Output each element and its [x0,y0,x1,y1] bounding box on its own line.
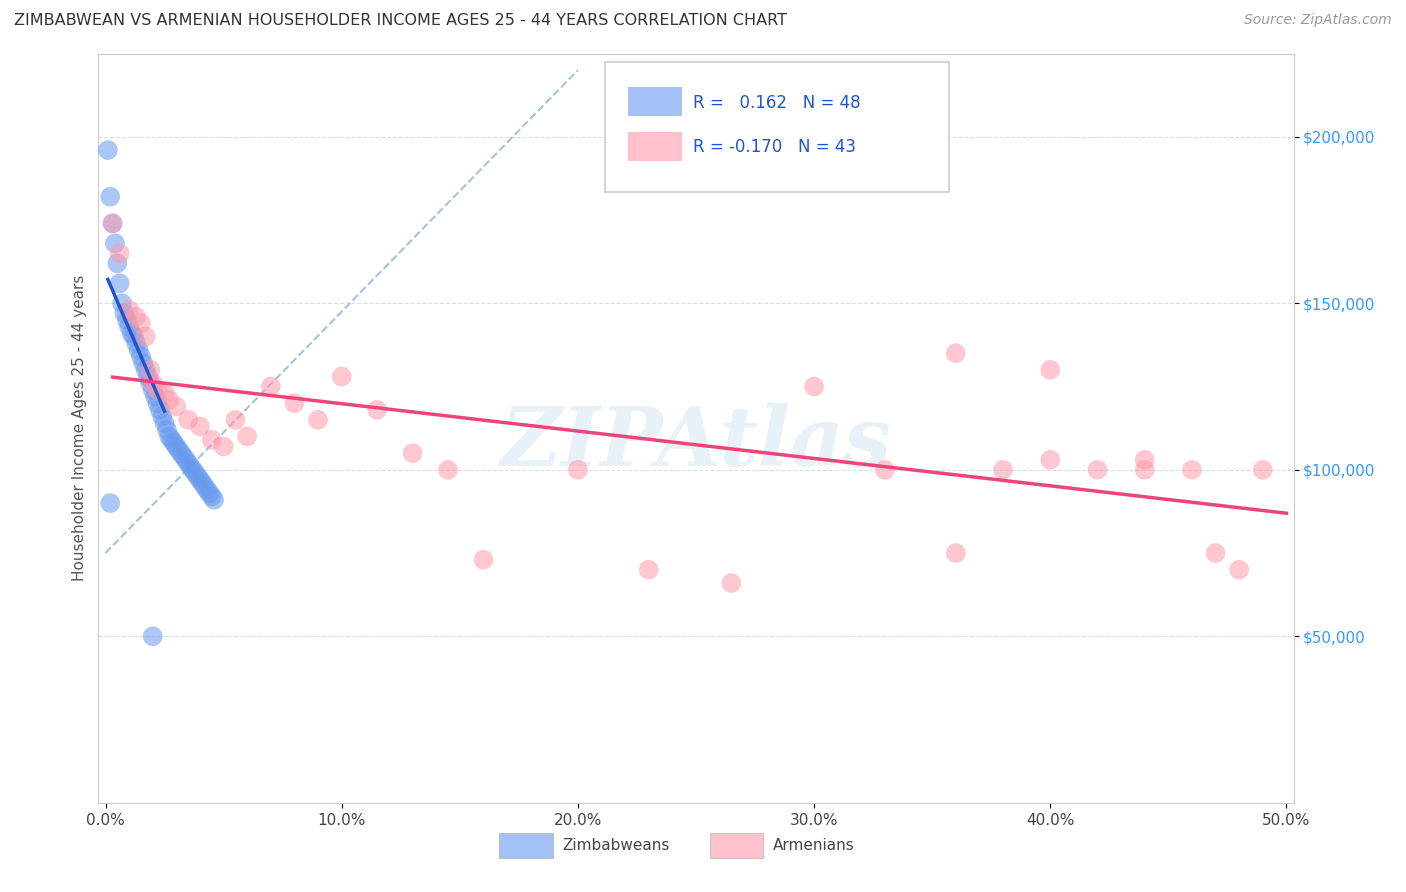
Point [637,563,659,577]
Point [366,402,388,417]
Point [188,419,211,434]
Point [187,469,209,483]
Point [160,433,183,447]
Point [108,246,131,260]
Point [121,326,143,341]
Point [150,409,173,424]
Point [143,390,166,404]
Point [1181,463,1204,477]
Point [236,429,259,443]
Text: R =   0.162   N = 48: R = 0.162 N = 48 [693,94,860,112]
Point [224,413,246,427]
Point [991,463,1014,477]
Point [945,546,967,560]
Point [1039,363,1062,377]
Point [146,396,169,410]
Point [1251,463,1274,477]
Point [153,386,176,401]
Point [1133,452,1156,467]
Text: Zimbabweans: Zimbabweans [562,838,669,853]
Point [170,446,193,460]
Point [202,492,225,507]
Point [111,296,134,310]
Point [283,396,305,410]
Point [212,440,235,454]
Point [118,302,141,317]
Point [1039,452,1062,467]
Point [803,379,825,393]
Point [1227,563,1250,577]
Point [122,329,145,343]
Y-axis label: Householder Income Ages 25 - 44 years: Householder Income Ages 25 - 44 years [72,275,87,582]
Point [108,277,131,291]
Point [307,413,329,427]
Point [165,400,187,414]
Point [101,216,124,230]
Point [188,473,211,487]
Point [180,459,202,474]
Point [104,236,127,251]
Point [98,190,121,204]
Text: ZIMBABWEAN VS ARMENIAN HOUSEHOLDER INCOME AGES 25 - 44 YEARS CORRELATION CHART: ZIMBABWEAN VS ARMENIAN HOUSEHOLDER INCOM… [14,13,787,29]
Point [97,143,120,157]
Point [156,423,179,437]
Point [125,310,148,324]
Point [401,446,423,460]
Point [163,436,186,450]
Point [437,463,460,477]
Point [112,306,135,320]
Text: R = -0.170   N = 43: R = -0.170 N = 43 [693,138,856,156]
Point [191,476,214,491]
Point [142,383,165,397]
Point [201,490,224,504]
Point [1087,463,1109,477]
Point [945,346,967,360]
Point [157,429,180,443]
Point [174,452,197,467]
Point [136,369,159,384]
Point [1205,546,1227,560]
Point [567,463,589,477]
Point [153,416,176,430]
Point [177,413,200,427]
Point [142,629,165,643]
Point [135,363,157,377]
Point [181,463,204,477]
Point [105,256,128,270]
Point [101,216,124,230]
Point [195,483,218,497]
Point [472,552,495,566]
Point [260,379,283,393]
Point [139,363,162,377]
Text: ZIPAtlas: ZIPAtlas [501,403,891,483]
Point [139,376,162,391]
Point [142,376,165,391]
Point [201,433,224,447]
Point [98,496,121,510]
Point [330,369,353,384]
Point [129,350,152,364]
Point [115,313,138,327]
Point [167,442,190,457]
Point [194,479,217,493]
Point [157,392,180,407]
Point [172,450,194,464]
Point [146,383,169,397]
Point [177,456,200,470]
Text: Armenians: Armenians [773,838,855,853]
Point [128,343,150,357]
Point [118,319,141,334]
Text: Source: ZipAtlas.com: Source: ZipAtlas.com [1244,13,1392,28]
Point [129,316,152,330]
Point [198,486,221,500]
Point [720,576,742,591]
Point [149,402,172,417]
Point [135,329,157,343]
Point [132,356,155,370]
Point [1133,463,1156,477]
Point [125,336,148,351]
Point [184,466,207,480]
Point [165,440,187,454]
Point [873,463,896,477]
